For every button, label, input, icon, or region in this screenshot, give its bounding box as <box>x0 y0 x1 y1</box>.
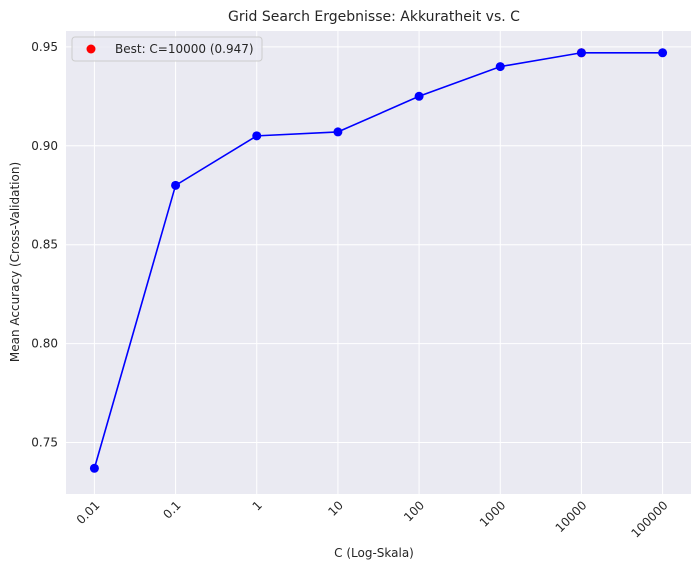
data-point <box>171 180 181 190</box>
legend-box <box>71 36 263 62</box>
data-point <box>252 131 262 141</box>
x-axis-ticks: 0.01 0.1 1 10 100 1000 10000 100000 <box>74 498 671 540</box>
chart-title: Grid Search Ergebnisse: Akkuratheit vs. … <box>228 9 520 25</box>
x-tick-label: 0.01 <box>74 498 103 527</box>
series-line <box>93 51 663 469</box>
x-tick-label: 0.1 <box>160 498 183 521</box>
data-point <box>333 127 343 137</box>
y-tick-label: 0.95 <box>31 40 58 54</box>
plot-area <box>66 31 691 494</box>
y-tick-label: 0.90 <box>31 139 58 153</box>
y-tick-label: 0.75 <box>31 436 58 450</box>
grid-lines <box>66 31 691 494</box>
data-point <box>658 48 668 58</box>
x-tick-label: 100000 <box>628 498 670 540</box>
y-tick-label: 0.80 <box>31 337 58 351</box>
x-tick-label: 1000 <box>477 498 508 529</box>
legend: Best: C=10000 (0.947) <box>71 36 263 62</box>
data-point <box>89 463 99 473</box>
y-tick-label: 0.85 <box>31 238 58 252</box>
x-tick-label: 100 <box>401 498 427 524</box>
data-point <box>576 48 586 58</box>
x-tick-label: 10000 <box>553 498 590 535</box>
data-point <box>495 62 505 72</box>
data-point <box>414 91 424 101</box>
legend-label: Best: C=10000 (0.947) <box>115 42 254 56</box>
x-axis-label: C (Log-Skala) <box>334 546 414 560</box>
x-tick-label: 10 <box>325 498 346 519</box>
series-layer <box>89 48 668 473</box>
legend-marker <box>86 44 96 54</box>
y-axis-ticks: 0.75 0.80 0.85 0.90 0.95 <box>31 40 58 450</box>
y-axis-label: Mean Accuracy (Cross-Validation) <box>8 162 22 362</box>
x-tick-label: 1 <box>250 498 265 513</box>
